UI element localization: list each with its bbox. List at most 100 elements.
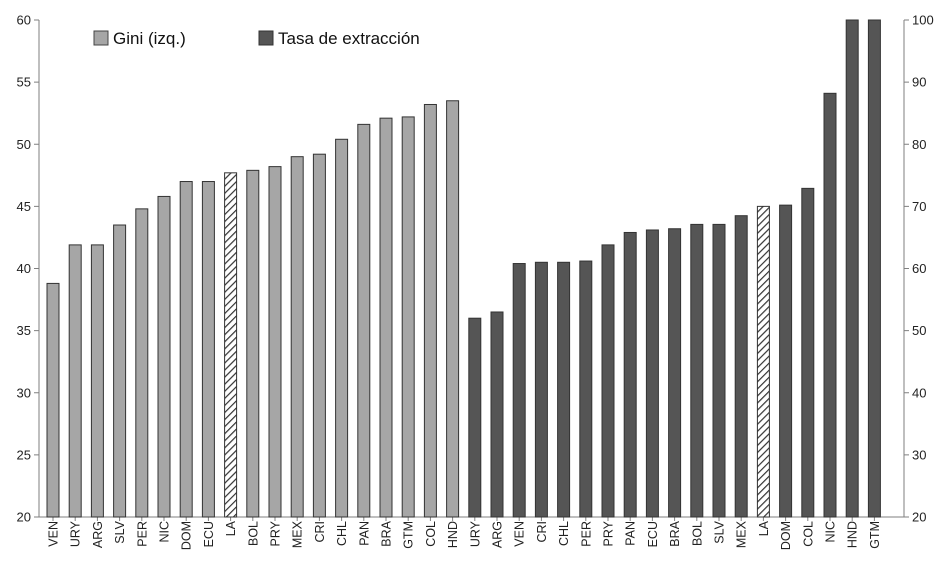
legend: Gini (izq.) Tasa de extracción: [93, 29, 420, 48]
bar-gini: [135, 208, 149, 518]
y-right-tick-label: 100: [912, 13, 934, 28]
x-tick-label: MEX: [291, 520, 305, 548]
x-tick-label: PAN: [357, 521, 371, 546]
x-tick-label: NIC: [824, 521, 838, 543]
legend-label-gini: Gini (izq.): [113, 29, 186, 48]
x-tick-label: VEN: [513, 521, 527, 547]
labels: 20 25 30 35 40 45 50 55 60 20 30 40 50 60 70 80 90 100 VEN…: [17, 13, 934, 551]
x-tick-label: MEX: [735, 520, 749, 548]
x-tick-label: NIC: [158, 521, 172, 543]
x-tick-label: HND: [446, 521, 460, 548]
bar-tasa: [601, 244, 615, 518]
bar-gini: [312, 153, 326, 518]
bar-gini: [335, 138, 349, 518]
bar-tasa: [490, 311, 504, 518]
bar-tasa: [823, 92, 837, 518]
x-tick-label: URY: [69, 520, 83, 547]
x-tick-label: BRA: [668, 520, 682, 546]
bar-tasa: [645, 229, 659, 518]
x-tick-label: LA: [757, 520, 771, 536]
x-tick-label: ARG: [91, 521, 105, 548]
bar-tasa: [557, 261, 571, 518]
y-right-tick-label: 40: [912, 385, 926, 400]
x-tick-label: GTM: [402, 521, 416, 549]
x-tick-label: BOL: [246, 521, 260, 546]
bar-tasa: [801, 187, 815, 518]
x-tick-label: ECU: [202, 521, 216, 547]
x-tick-label: DOM: [180, 521, 194, 550]
y-left-tick-label: 35: [17, 323, 31, 338]
y-right-tick-label: 90: [912, 75, 926, 90]
bar-gini: [113, 224, 127, 518]
y-left-tick-label: 60: [17, 13, 31, 28]
y-right-tick-label: 50: [912, 323, 926, 338]
legend-label-tasa: Tasa de extracción: [278, 29, 420, 48]
y-left-tick-label: 50: [17, 137, 31, 152]
bars: [46, 19, 881, 518]
x-tick-label: LA: [224, 520, 238, 536]
y-right-tick-label: 70: [912, 199, 926, 214]
bar-gini: [246, 169, 260, 518]
bar-tasa: [579, 260, 593, 518]
y-left-tick-label: 45: [17, 199, 31, 214]
bar-gini: [290, 156, 304, 518]
bar-tasa: [779, 204, 793, 518]
bar-tasa: [668, 228, 682, 518]
x-tick-label: BRA: [380, 520, 394, 546]
x-tick-label: PER: [579, 521, 593, 547]
bar-tasa: [712, 223, 726, 518]
x-tick-label: VEN: [47, 521, 61, 547]
y-left-tick-label: 55: [17, 75, 31, 90]
bar-tasa: [512, 263, 526, 518]
bar-gini: [423, 103, 437, 518]
bar-gini: [379, 117, 393, 518]
x-tick-label: PRY: [602, 520, 616, 546]
y-left-tick-label: 25: [17, 447, 31, 462]
bar-gini: [268, 166, 282, 518]
x-tick-label: ARG: [491, 521, 505, 548]
bar-tasa: [468, 317, 482, 518]
bar-gini: [68, 244, 82, 518]
y-right-tick-label: 80: [912, 137, 926, 152]
bar-tasa: [845, 19, 859, 518]
x-tick-label: HND: [846, 521, 860, 548]
y-right-tick-label: 20: [912, 510, 926, 525]
y-left-tick-label: 40: [17, 261, 31, 276]
bar-gini: [157, 195, 171, 518]
bar-gini: [224, 172, 238, 518]
x-tick-label: ECU: [646, 521, 660, 547]
bar-tasa: [534, 261, 548, 518]
x-tick-label: SLV: [713, 520, 727, 543]
y-right-tick-label: 30: [912, 447, 926, 462]
legend-swatch-tasa: [258, 30, 274, 46]
legend-swatch-gini: [93, 30, 109, 46]
bar-tasa: [734, 215, 748, 518]
bar-gini: [46, 282, 60, 518]
x-tick-label: SLV: [113, 520, 127, 543]
x-tick-label: CHL: [557, 521, 571, 546]
bar-gini: [446, 100, 460, 518]
x-tick-label: CHL: [335, 521, 349, 546]
bar-gini: [401, 116, 415, 518]
bar-tasa: [623, 231, 637, 518]
x-tick-label: CRI: [313, 521, 327, 543]
x-tick-label: PAN: [624, 521, 638, 546]
x-tick-label: URY: [468, 520, 482, 547]
x-tick-label: COL: [424, 521, 438, 547]
x-tick-label: PER: [135, 521, 149, 547]
y-right-tick-label: 60: [912, 261, 926, 276]
bar-gini: [179, 181, 193, 518]
y-left-tick-label: 30: [17, 385, 31, 400]
x-tick-label: CRI: [535, 521, 549, 543]
bar-tasa: [756, 205, 770, 518]
x-tick-label: PRY: [269, 520, 283, 546]
bar-tasa: [867, 19, 881, 518]
x-tick-label: BOL: [690, 521, 704, 546]
bar-gini: [90, 244, 104, 518]
x-tick-label: COL: [801, 521, 815, 547]
y-left-tick-label: 20: [17, 510, 31, 525]
bar-gini: [201, 181, 215, 518]
bar-tasa: [690, 223, 704, 518]
x-tick-label: DOM: [779, 521, 793, 550]
